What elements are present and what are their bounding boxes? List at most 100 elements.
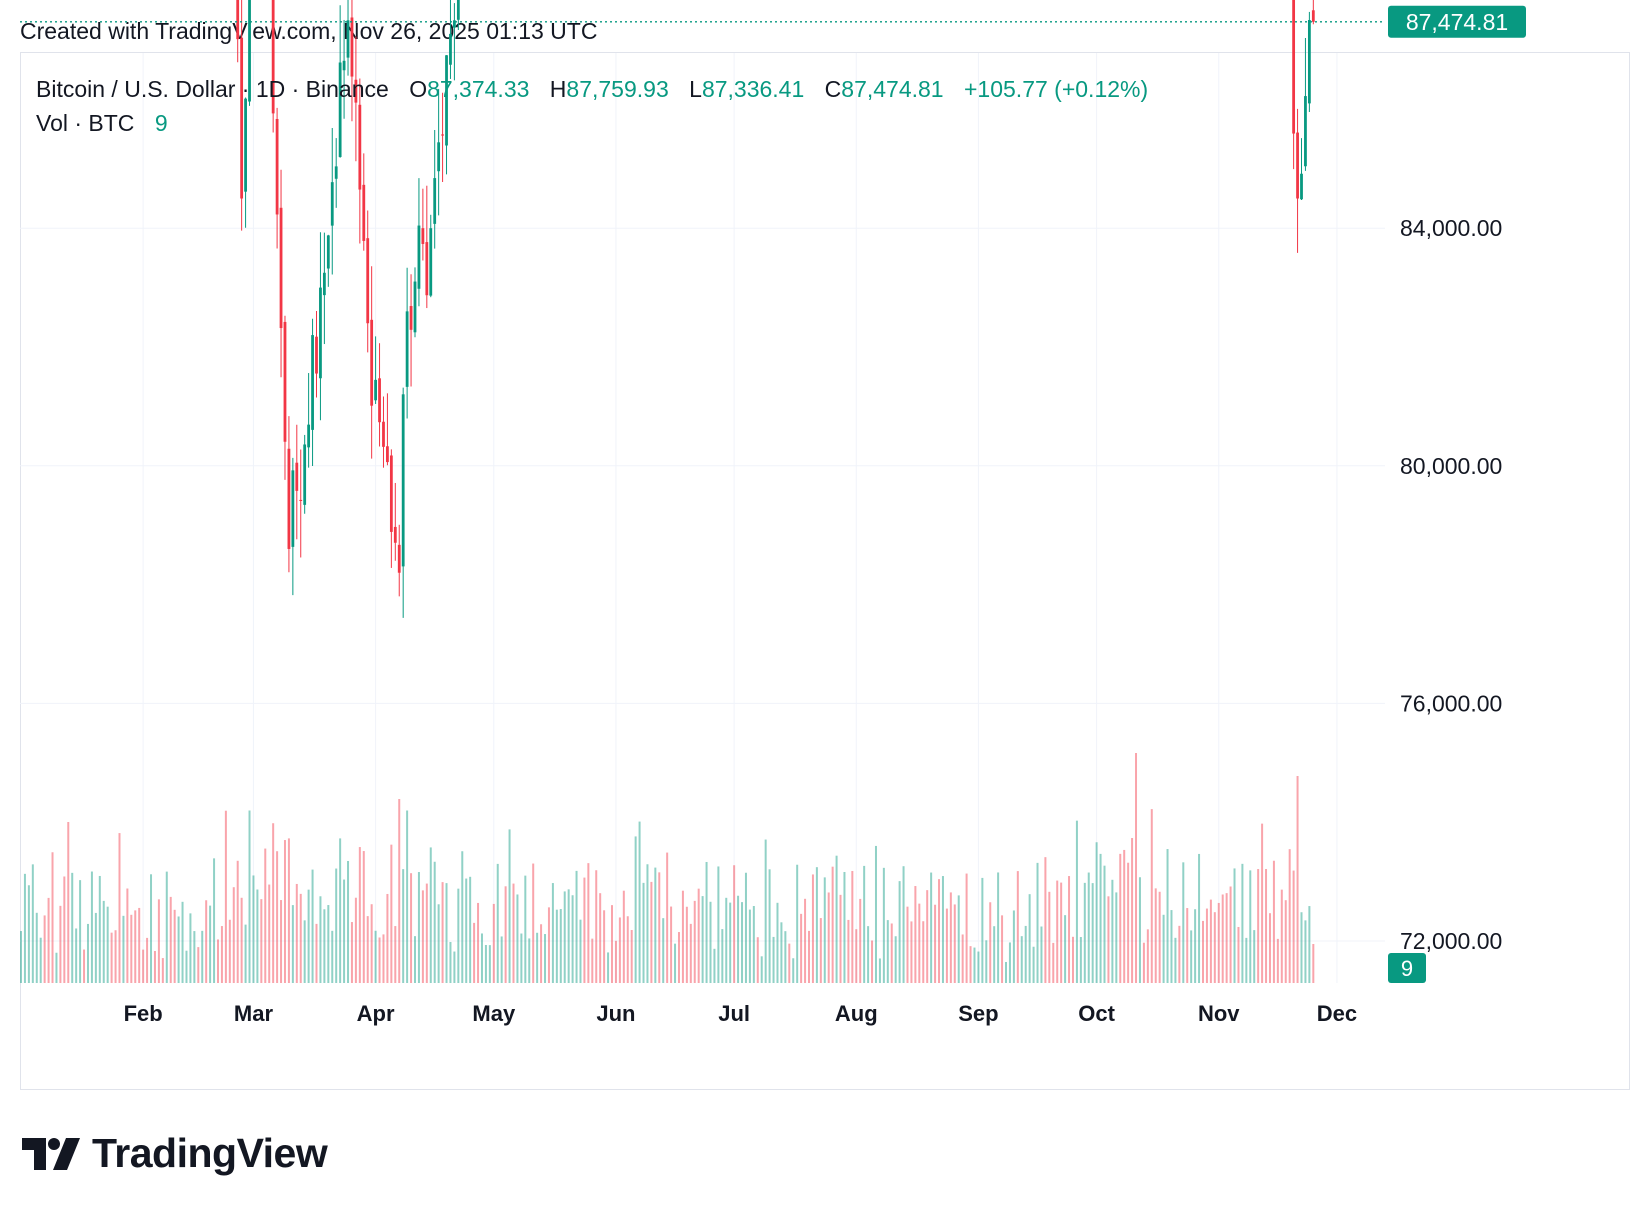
volume-bar: [1312, 943, 1315, 983]
volume-bar: [374, 930, 377, 983]
volume-bar: [851, 870, 854, 983]
volume-bar: [79, 880, 82, 983]
volume-bar: [1265, 868, 1268, 983]
volume-bar: [575, 870, 578, 983]
volume-bar: [737, 895, 740, 983]
candle-body: [283, 321, 287, 442]
volume-bar: [453, 951, 456, 983]
volume-bar: [315, 923, 318, 983]
last-price-label: 87,474.81: [1406, 9, 1508, 35]
volume-bar: [1123, 849, 1126, 983]
volume-bar: [1131, 838, 1134, 983]
volume-bar: [236, 860, 239, 983]
volume-bar: [670, 906, 673, 983]
tradingview-logo[interactable]: TradingView: [22, 1130, 328, 1177]
candle: [441, 92, 444, 182]
volume-bar: [1048, 891, 1051, 983]
legend-volume-value: 9: [154, 110, 168, 136]
volume-bar: [1005, 961, 1007, 983]
candle-body: [389, 455, 393, 532]
volume-bar: [1186, 908, 1189, 983]
volume-bar: [1020, 936, 1023, 983]
volume-bar: [654, 867, 657, 983]
candle: [244, 97, 247, 228]
volume-bar: [563, 891, 566, 983]
candle-body: [413, 281, 417, 333]
volume-bar: [126, 888, 129, 983]
candle-body: [322, 272, 326, 296]
volume-bar: [429, 847, 432, 983]
candle-body: [315, 336, 318, 374]
time-tick-label: Dec: [1317, 1001, 1357, 1026]
chart-legend: Bitcoin / U.S. Dollar · 1D · Binance O87…: [36, 72, 1148, 140]
legend-open-label: O: [409, 76, 428, 102]
legend-change-value: +105.77 (+0.12%): [964, 76, 1149, 102]
volume-bar: [1111, 879, 1114, 983]
volume-bar: [94, 912, 97, 983]
price-chart[interactable]: 72,000.00 76,000.00 80,000.00 84,000.00 Feb…: [0, 0, 1644, 1100]
volume-bar: [1119, 853, 1122, 983]
volume-bar: [677, 932, 680, 983]
volume-bar: [1158, 891, 1161, 983]
volume-bar: [1284, 900, 1287, 983]
volume-bar: [102, 900, 105, 983]
volume-bar: [685, 906, 688, 983]
candle-body: [386, 446, 389, 463]
volume-bar: [1008, 942, 1011, 983]
volume-bar: [764, 839, 767, 983]
volume-bar: [993, 926, 996, 983]
volume-bar: [890, 923, 893, 983]
legend-volume-label: Vol · BTC: [36, 110, 135, 136]
volume-bar: [417, 872, 420, 983]
volume-bar: [1162, 914, 1165, 983]
volume-bar: [504, 886, 507, 983]
volume-bar: [114, 930, 117, 983]
price-tick-label: 72,000.00: [1400, 928, 1502, 954]
volume-bar: [1276, 938, 1279, 983]
volume-bar: [945, 908, 948, 983]
volume-bar: [953, 904, 956, 983]
volume-bar: [370, 904, 373, 983]
legend-high-value: 87,759.93: [566, 76, 669, 102]
candle-body: [311, 335, 314, 430]
candle-body: [362, 184, 366, 241]
candle-body: [453, 20, 456, 28]
volume-bar: [51, 852, 54, 983]
candle-body: [378, 378, 381, 423]
volume-bar: [1166, 849, 1169, 983]
volume-bar: [599, 893, 602, 983]
volume-bar: [843, 871, 846, 983]
volume-bar: [658, 872, 661, 983]
volume-bar: [1268, 913, 1271, 983]
volume-bar: [544, 934, 547, 983]
volume-bar: [792, 958, 795, 983]
candle-body: [271, 0, 275, 114]
volume-bar: [63, 876, 66, 983]
candle-body: [338, 62, 342, 157]
candle-body: [421, 228, 425, 244]
volume-bar: [997, 872, 1000, 983]
candle-body: [1307, 20, 1311, 104]
volume-bar: [788, 943, 791, 983]
legend-low-value: 87,336.41: [701, 76, 805, 102]
volume-bar: [366, 916, 369, 983]
volume-bar: [205, 900, 208, 983]
chart-frame[interactable]: [20, 52, 1630, 1090]
volume-bar: [1095, 842, 1098, 983]
volume-bar: [941, 876, 944, 983]
volume-bar: [540, 924, 543, 983]
volume-bar: [354, 897, 357, 983]
candle-body: [275, 118, 279, 215]
volume-bar: [666, 852, 669, 983]
candle: [370, 266, 374, 459]
candle-body: [405, 311, 409, 387]
candle-body: [279, 207, 283, 329]
volume-bar: [934, 904, 937, 983]
volume-bar: [760, 956, 763, 983]
volume-bar: [646, 864, 649, 983]
volume-bar: [874, 845, 877, 983]
volume-bar: [59, 905, 62, 983]
volume-bar: [741, 902, 744, 983]
candle: [405, 267, 409, 419]
candle: [1311, 0, 1315, 25]
